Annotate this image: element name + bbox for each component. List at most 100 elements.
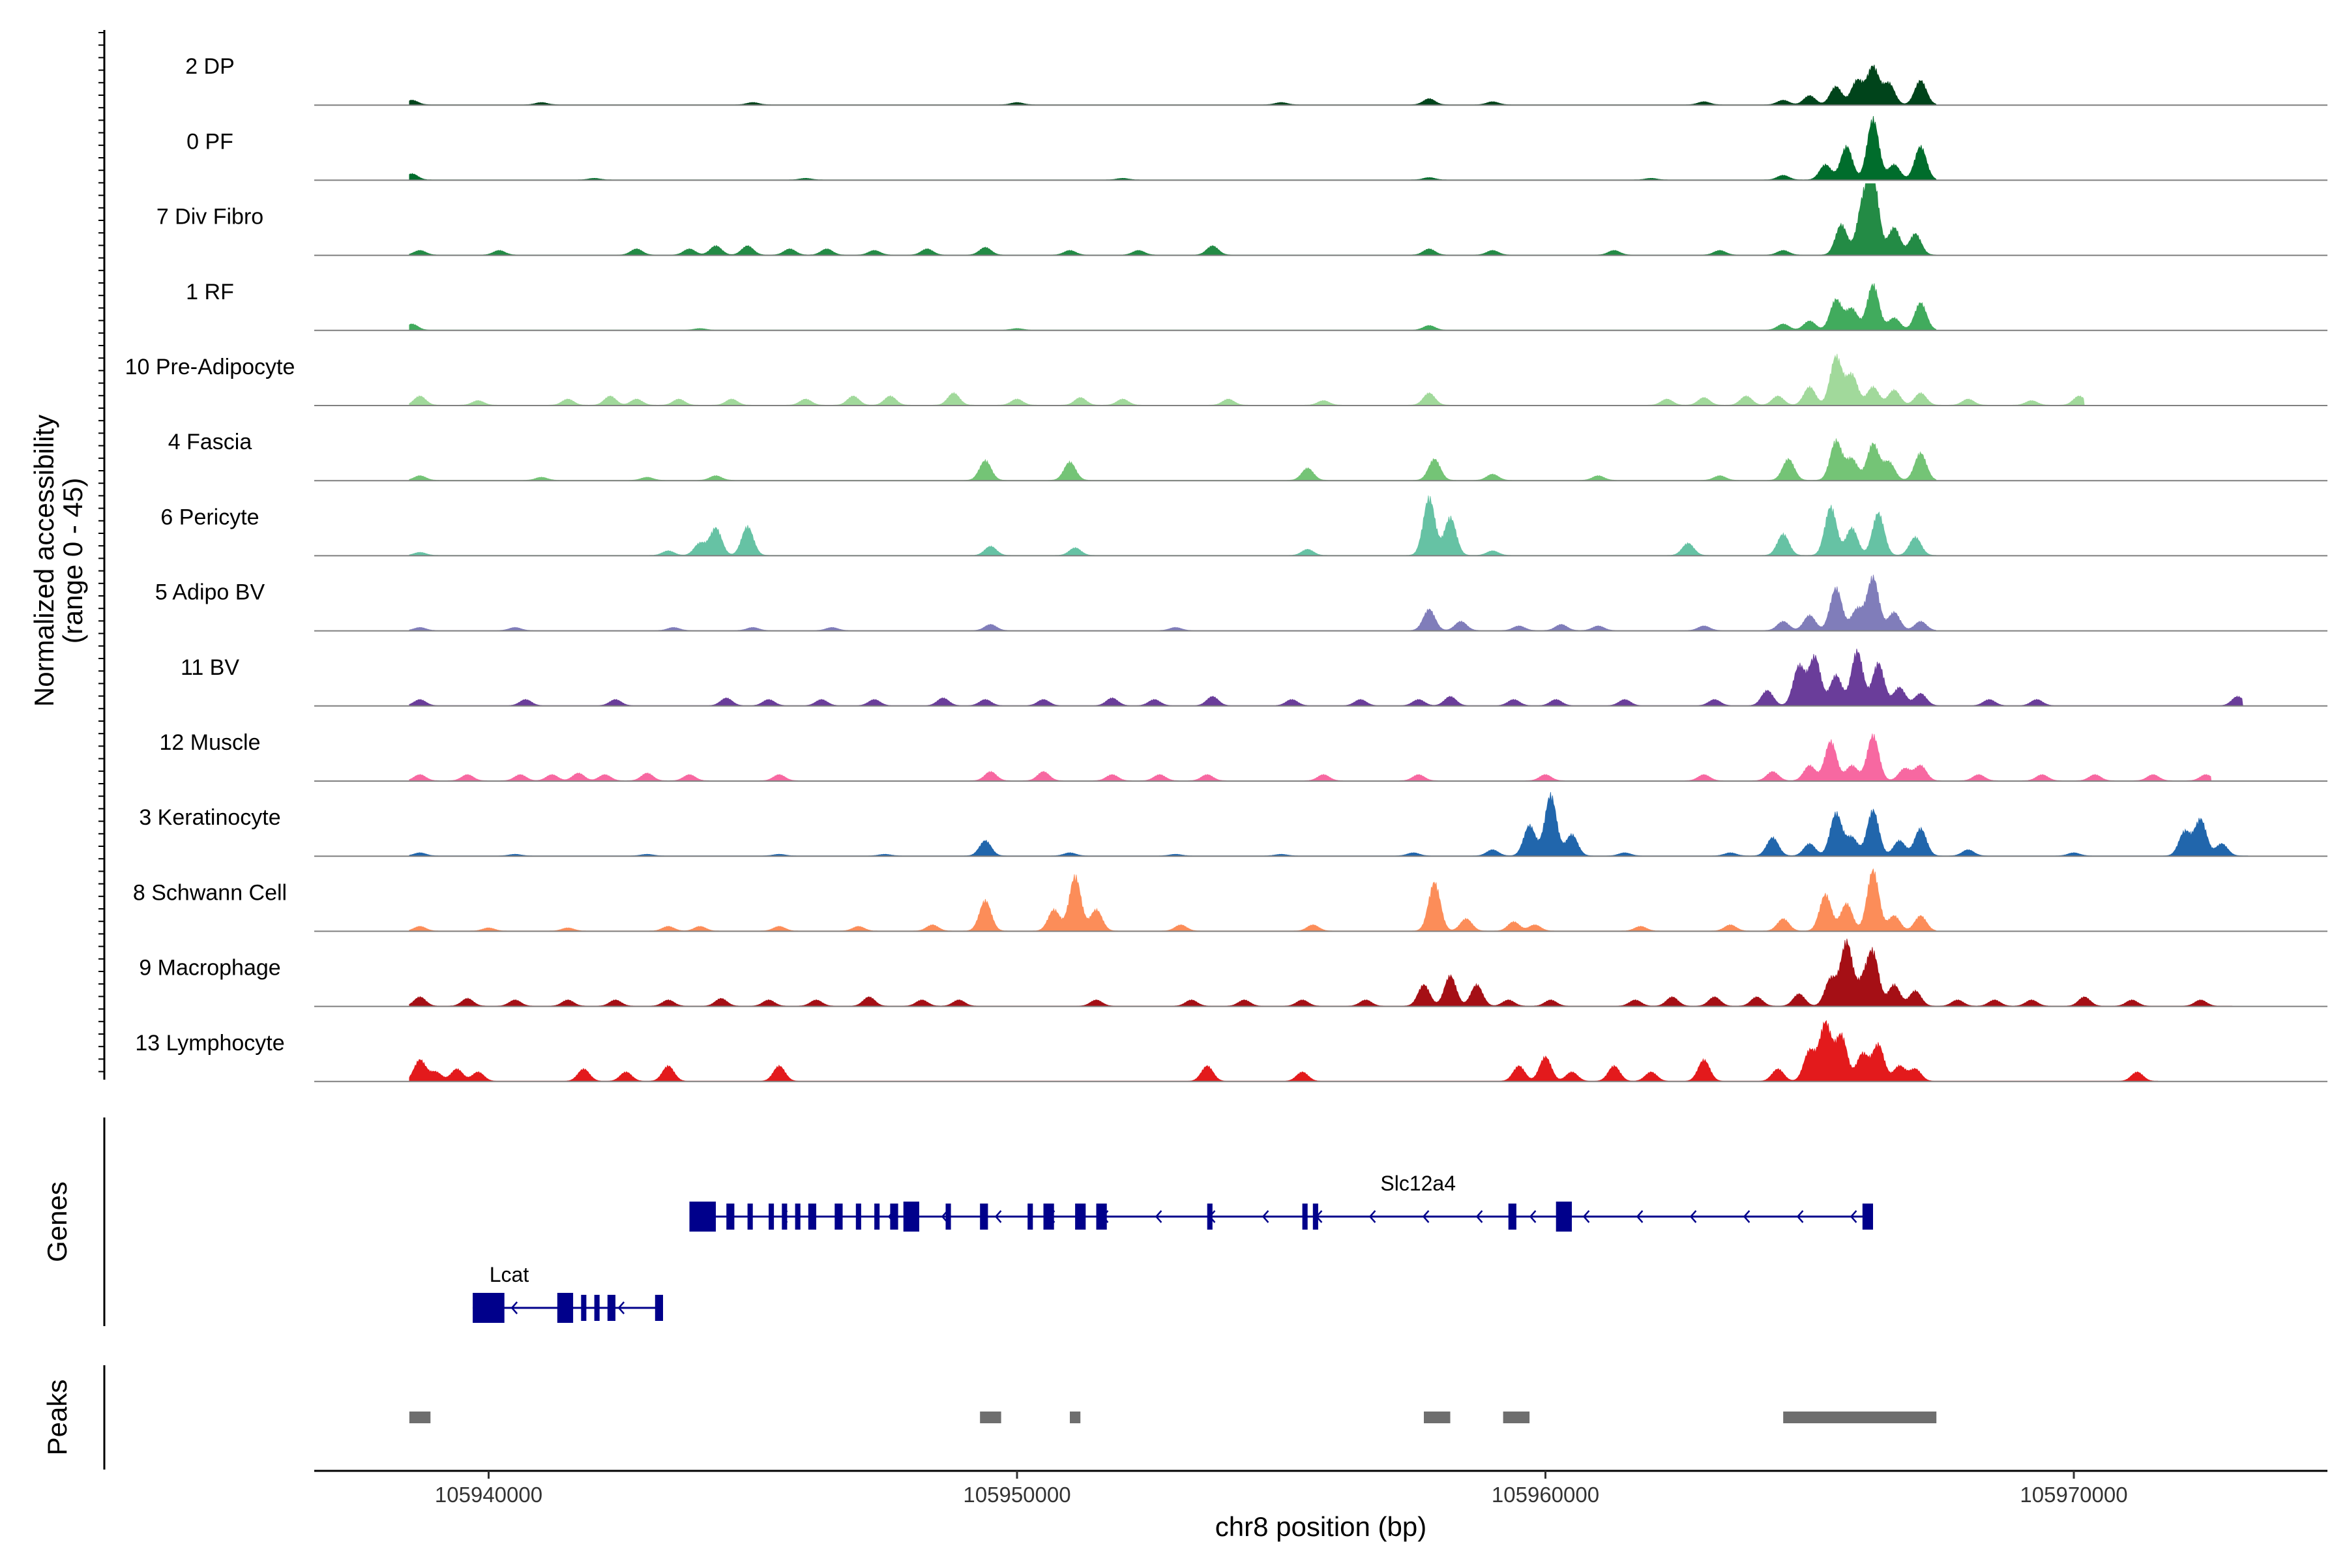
gene-exon bbox=[726, 1204, 735, 1230]
track-label: 1 RF bbox=[186, 280, 234, 304]
gene-exon bbox=[607, 1295, 615, 1321]
x-tick-label: 105960000 bbox=[1492, 1483, 1599, 1507]
gene-exon bbox=[903, 1202, 919, 1232]
coverage-area bbox=[409, 648, 2243, 707]
coverage-y-ticks bbox=[98, 32, 104, 1072]
strand-arrow bbox=[510, 1301, 518, 1314]
gene-exon bbox=[769, 1204, 775, 1230]
gene-exon bbox=[473, 1293, 505, 1323]
track-5-adipo-bv: 5 Adipo BV bbox=[155, 574, 2327, 632]
track-label: 0 PF bbox=[186, 129, 233, 154]
gene-exon bbox=[808, 1204, 816, 1230]
track-7-div-fibro: 7 Div Fibro bbox=[156, 183, 2327, 256]
track-label: 5 Adipo BV bbox=[155, 580, 265, 605]
peak-regions bbox=[409, 1412, 1937, 1423]
strand-arrow bbox=[1689, 1210, 1697, 1223]
strand-arrow bbox=[1262, 1210, 1269, 1223]
track-11-bv: 11 BV bbox=[181, 648, 2327, 707]
strand-arrow bbox=[1475, 1210, 1483, 1223]
peak-region bbox=[1503, 1412, 1530, 1423]
track-label: 10 Pre-Adipocyte bbox=[125, 355, 295, 379]
gene-exon bbox=[890, 1204, 898, 1230]
peak-region bbox=[1783, 1412, 1937, 1423]
gene-exon bbox=[782, 1204, 788, 1230]
gene-exon bbox=[1075, 1204, 1086, 1230]
gene-exon bbox=[834, 1204, 843, 1230]
gene-exon bbox=[1302, 1204, 1308, 1230]
coverage-area bbox=[409, 938, 2233, 1007]
track-12-muscle: 12 Muscle bbox=[160, 730, 2327, 782]
coverage-area bbox=[409, 791, 2249, 857]
gene-exon bbox=[945, 1204, 951, 1230]
gene-annotations: Slc12a4 Lcat bbox=[473, 1172, 1873, 1323]
strand-arrow bbox=[1529, 1210, 1537, 1223]
track-label: 4 Fascia bbox=[168, 430, 252, 454]
gene-exon bbox=[855, 1204, 861, 1230]
y-axis-label-line2: (range 0 - 45) bbox=[57, 478, 88, 643]
gene-lcat: Lcat bbox=[473, 1263, 663, 1323]
gene-exon bbox=[1043, 1204, 1054, 1230]
track-13-lymphocyte: 13 Lymphocyte bbox=[135, 1020, 2327, 1082]
track-9-macrophage: 9 Macrophage bbox=[139, 938, 2327, 1007]
track-0-pf: 0 PF bbox=[186, 116, 2327, 181]
strand-arrow bbox=[1368, 1210, 1376, 1223]
track-label: 12 Muscle bbox=[160, 730, 261, 755]
coverage-area bbox=[409, 495, 1938, 556]
coverage-tracks: 2 DP 0 PF 7 Div Fibro 1 RF 10 Pre-Adipocyte 4… bbox=[125, 54, 2327, 1082]
gene-exon bbox=[1556, 1202, 1572, 1232]
coverage-area bbox=[409, 353, 2085, 406]
track-label: 9 Macrophage bbox=[139, 956, 280, 981]
strand-arrow bbox=[1155, 1210, 1162, 1223]
coverage-area bbox=[409, 574, 1938, 631]
track-label: 7 Div Fibro bbox=[156, 205, 263, 229]
track-label: 13 Lymphocyte bbox=[135, 1031, 284, 1056]
coverage-area bbox=[409, 65, 1937, 106]
gene-exon bbox=[1096, 1204, 1107, 1230]
coverage-area bbox=[409, 283, 1937, 331]
coverage-area bbox=[409, 1020, 2159, 1082]
gene-exon bbox=[874, 1204, 880, 1230]
genes-track-label: Genes bbox=[42, 1181, 72, 1262]
coverage-area bbox=[409, 733, 2212, 782]
track-1-rf: 1 RF bbox=[186, 280, 2327, 331]
coverage-area bbox=[409, 438, 1937, 481]
strand-arrow bbox=[1743, 1210, 1750, 1223]
gene-exon bbox=[1862, 1204, 1873, 1230]
strand-arrow bbox=[994, 1210, 1002, 1223]
track-2-dp: 2 DP bbox=[185, 54, 2327, 106]
gene-exon bbox=[594, 1295, 600, 1321]
gene-exon bbox=[655, 1295, 663, 1321]
y-axis-label-line1: Normalized accessibility bbox=[29, 415, 59, 707]
gene-name: Lcat bbox=[490, 1263, 529, 1286]
gene-exon bbox=[1312, 1204, 1318, 1230]
track-3-keratinocyte: 3 Keratinocyte bbox=[139, 791, 2327, 857]
track-label: 2 DP bbox=[185, 54, 235, 79]
strand-arrow bbox=[1850, 1210, 1857, 1223]
gene-exon bbox=[581, 1295, 587, 1321]
x-tick-label: 105970000 bbox=[2020, 1483, 2127, 1507]
gene-name: Slc12a4 bbox=[1380, 1172, 1456, 1195]
strand-arrow bbox=[617, 1301, 625, 1314]
track-label: 6 Pericyte bbox=[160, 505, 259, 529]
peak-region bbox=[980, 1412, 1001, 1423]
peak-region bbox=[409, 1412, 431, 1423]
strand-arrow bbox=[1796, 1210, 1804, 1223]
gene-exon bbox=[1207, 1204, 1213, 1230]
coverage-area bbox=[409, 116, 1937, 181]
peaks-track-label: Peaks bbox=[42, 1380, 72, 1456]
strand-arrow bbox=[1636, 1210, 1644, 1223]
track-label: 3 Keratinocyte bbox=[139, 805, 280, 830]
track-6-pericyte: 6 Pericyte bbox=[160, 495, 2327, 557]
track-label: 11 BV bbox=[181, 655, 239, 680]
gene-exon bbox=[1027, 1204, 1033, 1230]
track-4-fascia: 4 Fascia bbox=[168, 430, 2327, 482]
x-axis-ticks: 105940000 105950000 105960000 105970000 bbox=[435, 1471, 2128, 1507]
x-tick-label: 105950000 bbox=[963, 1483, 1070, 1507]
x-tick-label: 105940000 bbox=[435, 1483, 542, 1507]
peak-region bbox=[1070, 1412, 1081, 1423]
track-10-pre-adipocyte: 10 Pre-Adipocyte bbox=[125, 353, 2327, 406]
gene-exon bbox=[689, 1202, 716, 1232]
x-axis-title: chr8 position (bp) bbox=[1215, 1511, 1427, 1542]
